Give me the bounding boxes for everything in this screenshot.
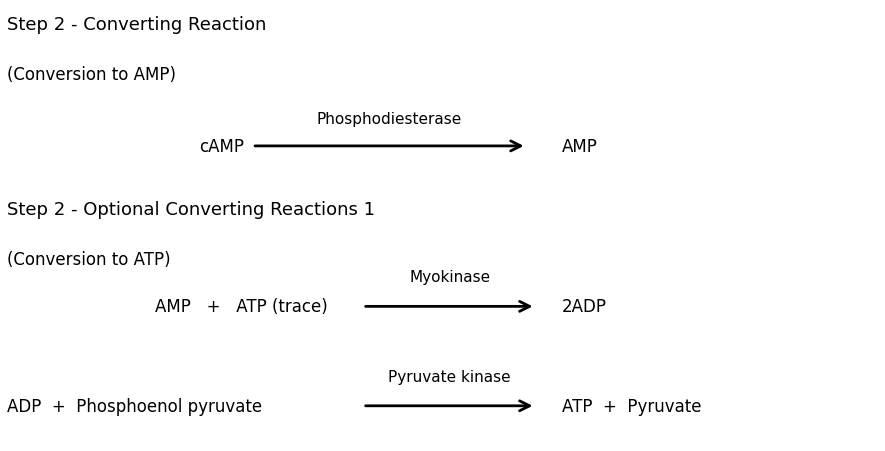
Text: AMP: AMP [562, 138, 598, 156]
Text: Myokinase: Myokinase [409, 270, 490, 285]
Text: ATP  +  Pyruvate: ATP + Pyruvate [562, 397, 702, 415]
Text: ADP  +  Phosphoenol pyruvate: ADP + Phosphoenol pyruvate [7, 397, 262, 415]
Text: (Conversion to ATP): (Conversion to ATP) [7, 250, 171, 268]
Text: (Conversion to AMP): (Conversion to AMP) [7, 65, 176, 83]
Text: AMP   +   ATP (trace): AMP + ATP (trace) [155, 298, 327, 316]
Text: Phosphodiesterase: Phosphodiesterase [317, 112, 462, 127]
Text: Pyruvate kinase: Pyruvate kinase [389, 369, 511, 384]
Text: 2ADP: 2ADP [562, 298, 607, 316]
Text: Step 2 - Optional Converting Reactions 1: Step 2 - Optional Converting Reactions 1 [7, 201, 375, 219]
Text: Step 2 - Converting Reaction: Step 2 - Converting Reaction [7, 16, 266, 34]
Text: cAMP: cAMP [199, 138, 244, 156]
